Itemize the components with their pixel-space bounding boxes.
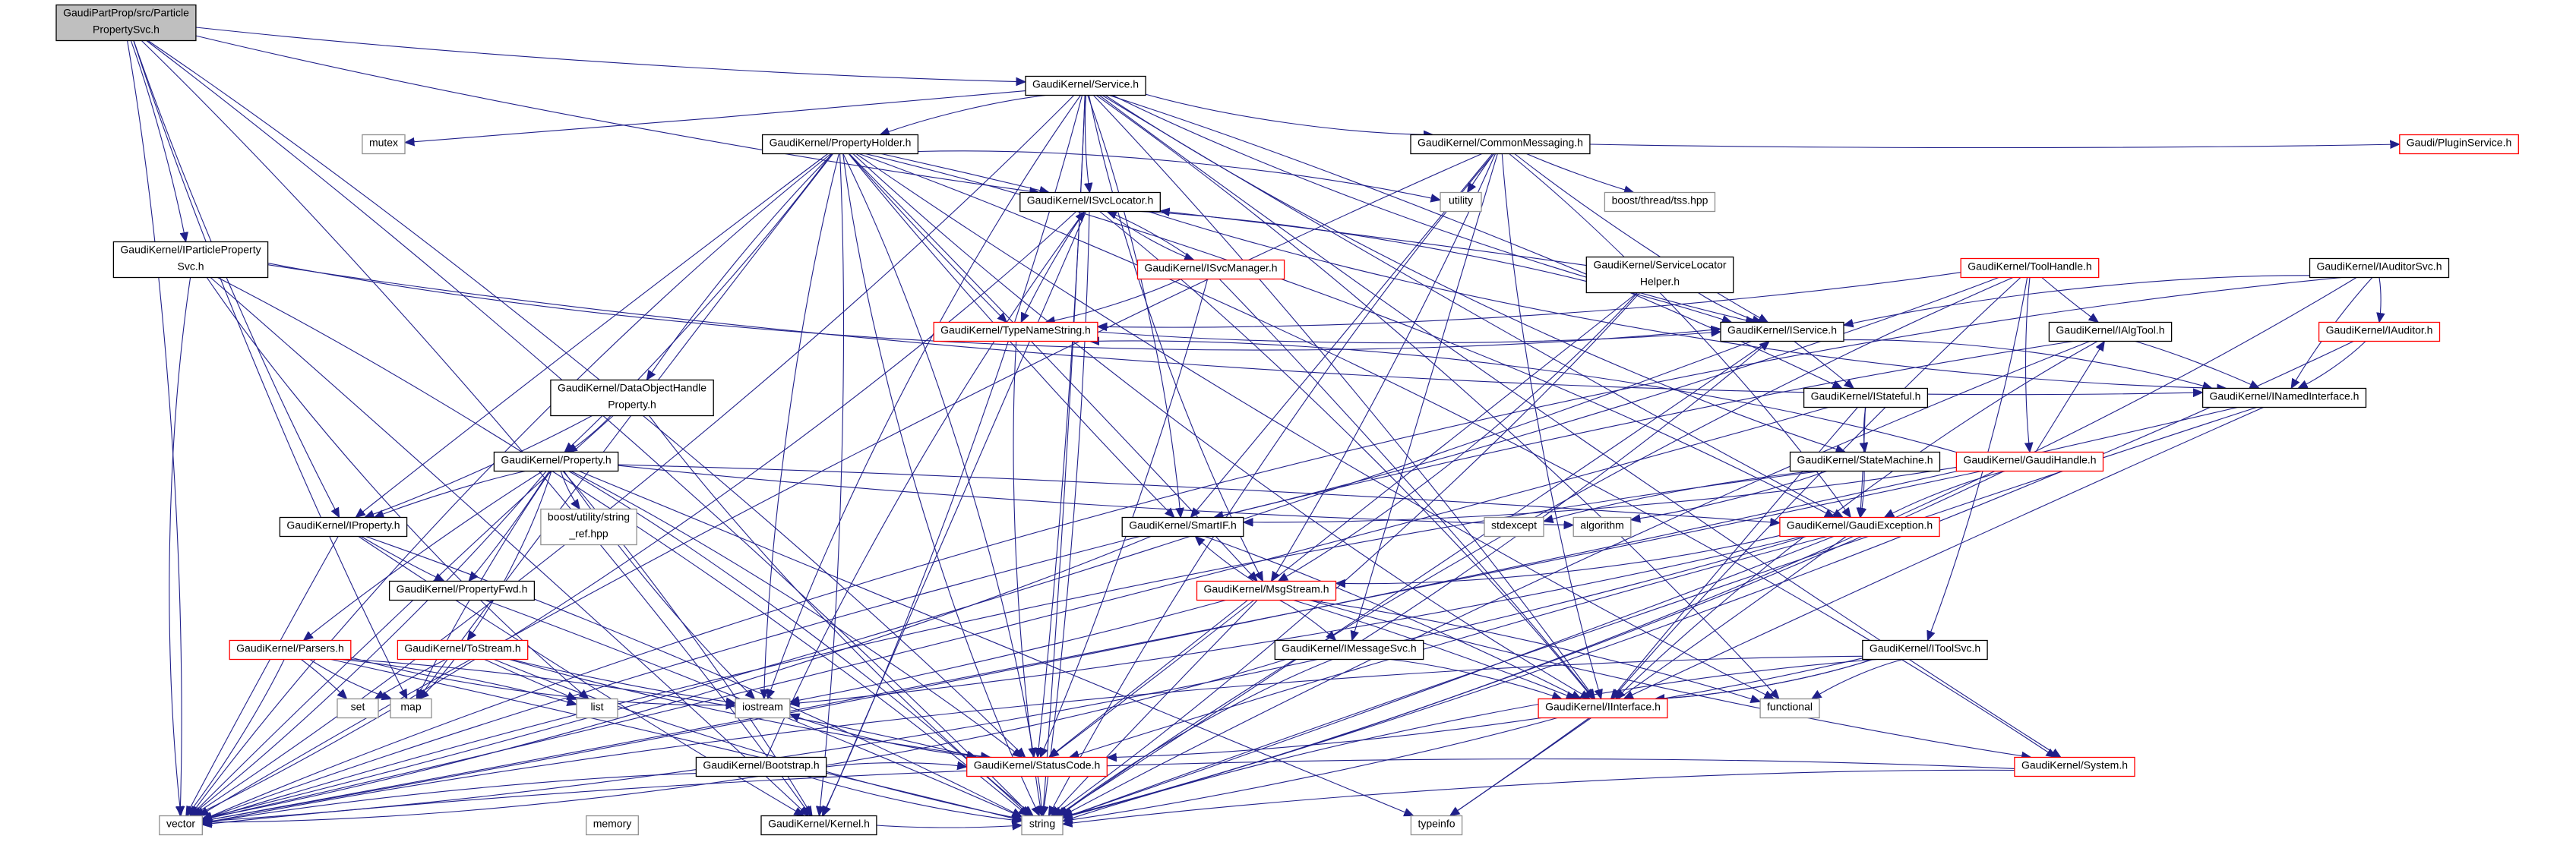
svg-text:GaudiKernel/IAlgTool.h: GaudiKernel/IAlgTool.h [2056, 324, 2164, 336]
svg-text:GaudiKernel/System.h: GaudiKernel/System.h [2021, 759, 2128, 771]
svg-text:GaudiKernel/CommonMessaging.h: GaudiKernel/CommonMessaging.h [1418, 137, 1583, 149]
svg-text:GaudiKernel/IStateful.h: GaudiKernel/IStateful.h [1811, 390, 1921, 402]
svg-text:_ref.hpp: _ref.hpp [568, 528, 608, 540]
svg-text:GaudiKernel/Kernel.h: GaudiKernel/Kernel.h [768, 818, 870, 830]
svg-text:string: string [1029, 818, 1055, 830]
svg-text:Gaudi/PluginService.h: Gaudi/PluginService.h [2407, 137, 2512, 149]
svg-text:GaudiKernel/SmartIF.h: GaudiKernel/SmartIF.h [1129, 519, 1237, 531]
svg-text:GaudiKernel/IAuditor.h: GaudiKernel/IAuditor.h [2326, 324, 2433, 336]
svg-text:GaudiKernel/IParticleProperty: GaudiKernel/IParticleProperty [120, 244, 261, 256]
svg-text:GaudiKernel/MsgStream.h: GaudiKernel/MsgStream.h [1204, 583, 1329, 595]
svg-text:utility: utility [1449, 194, 1473, 207]
svg-text:boost/thread/tss.hpp: boost/thread/tss.hpp [1612, 194, 1708, 207]
svg-text:GaudiKernel/IProperty.h: GaudiKernel/IProperty.h [286, 519, 400, 531]
svg-text:GaudiKernel/Service.h: GaudiKernel/Service.h [1032, 78, 1139, 90]
svg-text:Svc.h: Svc.h [177, 260, 204, 273]
svg-text:set: set [351, 701, 365, 713]
svg-text:map: map [400, 701, 421, 713]
svg-text:PropertySvc.h: PropertySvc.h [93, 24, 160, 36]
svg-text:GaudiKernel/PropertyHolder.h: GaudiKernel/PropertyHolder.h [770, 137, 912, 149]
svg-text:iostream: iostream [742, 701, 783, 713]
svg-text:GaudiKernel/IMessageSvc.h: GaudiKernel/IMessageSvc.h [1282, 642, 1416, 654]
svg-text:GaudiKernel/IInterface.h: GaudiKernel/IInterface.h [1545, 701, 1661, 713]
svg-text:typeinfo: typeinfo [1418, 818, 1455, 830]
svg-text:algorithm: algorithm [1580, 519, 1624, 531]
svg-text:stdexcept: stdexcept [1491, 519, 1537, 531]
svg-text:GaudiPartProp/src/Particle: GaudiPartProp/src/Particle [63, 7, 189, 19]
svg-text:GaudiKernel/GaudiHandle.h: GaudiKernel/GaudiHandle.h [1963, 454, 2096, 466]
svg-text:vector: vector [166, 818, 195, 830]
svg-text:GaudiKernel/ToStream.h: GaudiKernel/ToStream.h [404, 642, 520, 654]
svg-text:GaudiKernel/INamedInterface.h: GaudiKernel/INamedInterface.h [2210, 390, 2359, 402]
svg-text:list: list [590, 701, 603, 713]
svg-text:GaudiKernel/ISvcManager.h: GaudiKernel/ISvcManager.h [1144, 262, 1277, 274]
svg-text:mutex: mutex [369, 137, 398, 149]
svg-text:GaudiKernel/ServiceLocator: GaudiKernel/ServiceLocator [1593, 259, 1726, 271]
svg-text:GaudiKernel/ToolHandle.h: GaudiKernel/ToolHandle.h [1968, 260, 2091, 273]
svg-text:GaudiKernel/IAuditorSvc.h: GaudiKernel/IAuditorSvc.h [2317, 260, 2442, 273]
svg-text:memory: memory [593, 818, 632, 830]
svg-text:GaudiKernel/GaudiException.h: GaudiKernel/GaudiException.h [1787, 519, 1933, 531]
svg-text:GaudiKernel/StateMachine.h: GaudiKernel/StateMachine.h [1797, 454, 1933, 466]
svg-text:GaudiKernel/TypeNameString.h: GaudiKernel/TypeNameString.h [940, 324, 1091, 336]
svg-text:GaudiKernel/Property.h: GaudiKernel/Property.h [501, 454, 611, 466]
svg-text:GaudiKernel/IService.h: GaudiKernel/IService.h [1727, 324, 1837, 336]
svg-text:GaudiKernel/PropertyFwd.h: GaudiKernel/PropertyFwd.h [397, 583, 528, 595]
svg-text:Helper.h: Helper.h [1640, 276, 1680, 288]
svg-text:GaudiKernel/ISvcLocator.h: GaudiKernel/ISvcLocator.h [1027, 194, 1154, 207]
svg-text:Property.h: Property.h [608, 399, 656, 411]
svg-text:GaudiKernel/Parsers.h: GaudiKernel/Parsers.h [236, 642, 344, 654]
svg-text:GaudiKernel/StatusCode.h: GaudiKernel/StatusCode.h [974, 759, 1101, 771]
svg-text:GaudiKernel/Bootstrap.h: GaudiKernel/Bootstrap.h [703, 759, 819, 771]
svg-text:GaudiKernel/DataObjectHandle: GaudiKernel/DataObjectHandle [558, 382, 706, 394]
svg-text:functional: functional [1767, 701, 1813, 713]
svg-text:boost/utility/string: boost/utility/string [548, 511, 630, 523]
svg-text:GaudiKernel/IToolSvc.h: GaudiKernel/IToolSvc.h [1870, 642, 1980, 654]
